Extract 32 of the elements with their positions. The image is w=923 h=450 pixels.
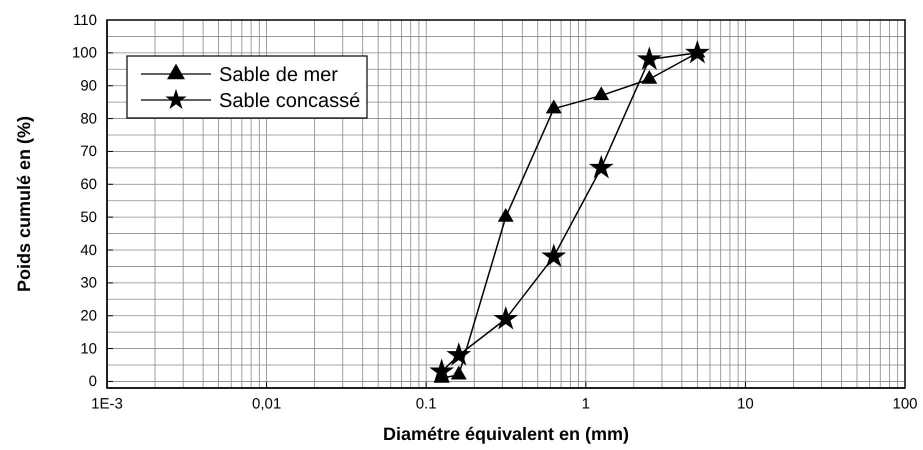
x-tick-label: 1E-3 (91, 396, 123, 413)
point (636, 46, 662, 70)
y-tick-label: 30 (80, 274, 97, 292)
point (498, 208, 514, 222)
y-tick-label: 10 (80, 340, 97, 358)
point (593, 86, 610, 100)
y-tick-label: 0 (88, 373, 97, 390)
y-tick-label: 40 (80, 242, 97, 259)
x-axis-title: Diamétre équivalent en (mm) (382, 424, 630, 444)
y-tick-label: 80 (80, 110, 97, 128)
point (450, 366, 467, 380)
y-tick-label: 100 (72, 44, 97, 62)
x-tick-label: 100 (892, 396, 918, 413)
point (446, 342, 472, 366)
point (541, 244, 566, 268)
x-tick-label: 10 (737, 396, 754, 413)
x-tick-label: 1 (582, 396, 590, 413)
y-tick-label: 90 (80, 78, 97, 95)
x-tick-label: 0.1 (416, 396, 437, 413)
y-tick-label: 50 (80, 208, 97, 226)
y-tick-label: 20 (80, 308, 97, 325)
point (588, 154, 614, 178)
y-tick-label: 70 (80, 143, 97, 160)
point (641, 70, 658, 84)
x-tick-label: 0,01 (252, 396, 282, 413)
legend-label: Sable de mer (219, 64, 338, 86)
y-tick-label: 110 (73, 12, 97, 29)
point (493, 306, 518, 330)
y-tick-label: 60 (80, 176, 97, 194)
point (546, 100, 562, 114)
legend-label: Sable concassé (219, 90, 360, 112)
y-axis-title: Poids cumulé en (%) (14, 116, 34, 292)
